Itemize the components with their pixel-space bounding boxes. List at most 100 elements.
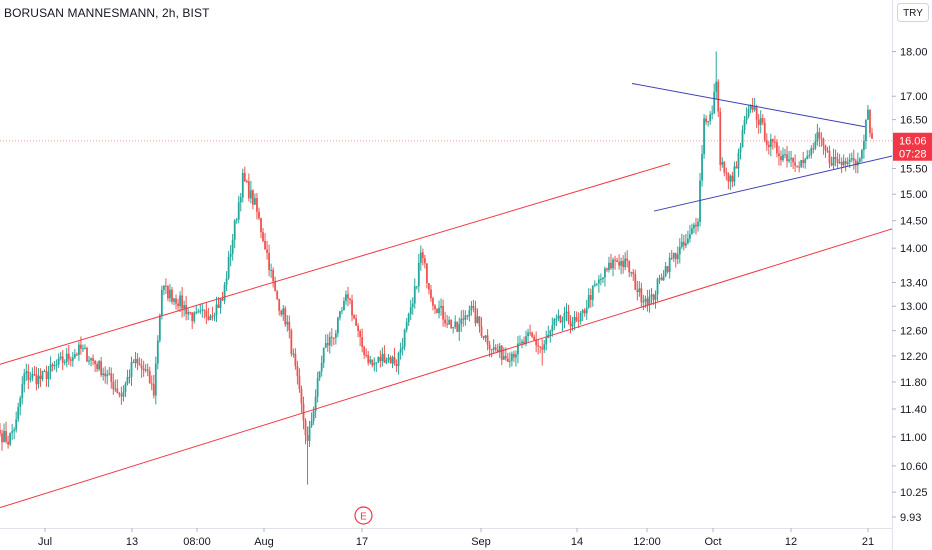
price-label-box — [893, 132, 932, 161]
candle-body — [589, 294, 592, 300]
candle-body — [865, 119, 867, 142]
candle-body — [69, 359, 72, 361]
candle-body — [31, 374, 34, 379]
candle-body — [264, 240, 266, 250]
candle-body — [326, 343, 329, 346]
candle-body — [84, 348, 86, 350]
candle-body — [45, 371, 48, 380]
candle-body — [567, 311, 570, 322]
candle-body — [122, 392, 125, 397]
trendlines[interactable] — [0, 82, 893, 509]
candle-body — [713, 91, 716, 114]
candle-body — [739, 147, 742, 153]
candle-body — [652, 294, 655, 300]
candle-body — [336, 317, 339, 334]
candle-body — [92, 358, 94, 361]
candle-body — [7, 441, 9, 445]
candle-body — [199, 310, 202, 312]
candle-body — [49, 364, 52, 372]
time-tick-label: 17 — [356, 536, 368, 548]
candle-body — [792, 157, 794, 163]
candle-body — [112, 381, 115, 390]
candle-body — [322, 347, 325, 363]
candle-body — [173, 298, 175, 302]
candle-body — [65, 353, 68, 363]
time-tick-label: Aug — [254, 536, 274, 548]
candle-body — [636, 289, 639, 293]
candle-body — [466, 315, 469, 317]
price-tick-label: 15.50 — [900, 164, 928, 176]
candle-body — [353, 315, 355, 319]
candle-body — [304, 420, 307, 436]
candle-body — [610, 262, 612, 269]
candle-body — [749, 105, 752, 110]
candle-body — [334, 333, 337, 339]
candle-body — [848, 159, 851, 163]
candle-body — [3, 431, 5, 443]
candle-body — [559, 315, 562, 323]
candle-body — [701, 154, 703, 181]
candle-body — [207, 316, 210, 320]
earnings-marker[interactable]: E — [354, 506, 373, 525]
candle-body — [755, 107, 758, 120]
candle-body — [828, 150, 831, 164]
candle-body — [464, 315, 467, 320]
candle-body — [367, 355, 370, 363]
candle-body — [794, 162, 797, 166]
channel-upper-line[interactable] — [0, 163, 671, 365]
candle-body — [27, 371, 30, 380]
candle-body — [709, 114, 712, 122]
candle-body — [591, 285, 594, 300]
candle-body — [256, 198, 258, 212]
candle-body — [421, 252, 424, 259]
candle-body — [130, 362, 133, 377]
candle-body — [144, 369, 147, 371]
candle-body — [680, 241, 683, 248]
candle-body — [620, 261, 623, 266]
candle-body — [525, 336, 527, 345]
candle-body — [219, 298, 222, 308]
candle-body — [177, 303, 179, 307]
candle-body — [575, 317, 578, 321]
candle-body — [197, 311, 200, 313]
candle-body — [836, 158, 839, 163]
candle-body — [863, 141, 865, 151]
candle-body — [413, 286, 416, 304]
candle-body — [432, 298, 434, 306]
candle-body — [349, 298, 351, 301]
candle-body — [274, 281, 277, 292]
chart-title: BORUSAN MANNESMANN, 2h, BIST — [4, 6, 210, 20]
candle-body — [82, 348, 84, 350]
candle-body — [193, 312, 196, 322]
triangle-upper-line[interactable] — [631, 82, 866, 128]
candle-body — [644, 298, 647, 302]
time-axis[interactable]: Jul 13 08:00 Aug 17 Sep 14 12:00 Oct 12 21 — [38, 528, 874, 548]
candle-body — [581, 310, 584, 313]
time-tick-label: Sep — [471, 536, 491, 548]
candle-body — [345, 294, 347, 301]
currency-button[interactable]: TRY — [897, 3, 929, 22]
candle-body — [383, 353, 386, 363]
candle-body — [557, 315, 560, 319]
earnings-marker-label: E — [360, 512, 367, 523]
candle-body — [284, 308, 287, 325]
candle-body — [780, 156, 782, 161]
candle-body — [272, 269, 275, 282]
candle-body — [116, 388, 119, 394]
channel-lower-line[interactable] — [0, 228, 893, 509]
candle-body — [298, 376, 301, 389]
candle-body — [502, 356, 505, 360]
candle-body — [808, 155, 811, 157]
candle-body — [241, 172, 244, 198]
candle-body — [171, 289, 173, 302]
candle-body — [330, 336, 333, 338]
price-tick-label: 11.00 — [900, 432, 927, 444]
candle-body — [96, 364, 99, 370]
triangle-lower-line[interactable] — [653, 155, 893, 212]
candle-body — [191, 312, 194, 322]
candle-body — [102, 373, 105, 376]
price-axis[interactable]: 18.00 17.00 16.50 15.50 15.00 14.50 14.00 13.40… — [892, 47, 928, 525]
candle-body — [867, 109, 869, 120]
